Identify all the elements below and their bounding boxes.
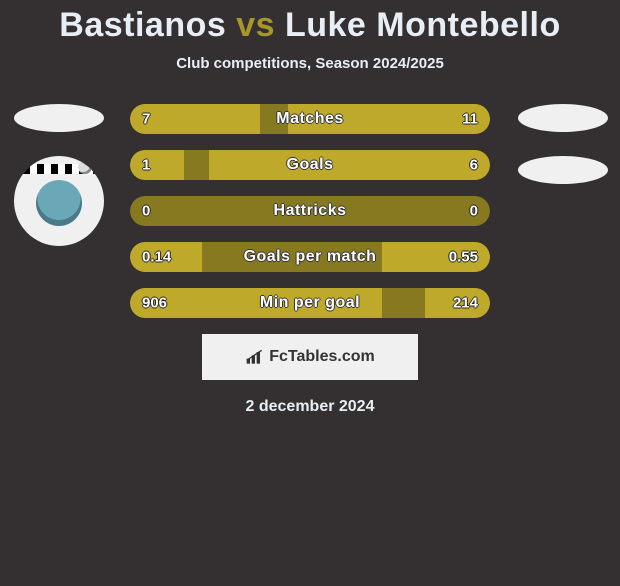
stat-bars: 7 Matches 11 1 Goals 6 0 Hattricks 0 0.1… bbox=[130, 104, 490, 318]
player2-badge bbox=[518, 104, 608, 132]
stat-val-right: 214 bbox=[453, 295, 478, 312]
stat-label: Hattricks bbox=[274, 202, 347, 220]
stat-val-right: 6 bbox=[470, 157, 478, 174]
date-line: 2 december 2024 bbox=[10, 398, 610, 416]
comparison-title: Bastianos vs Luke Montebello bbox=[0, 6, 620, 45]
stat-label: Goals per match bbox=[244, 248, 377, 266]
team1-crest-icon bbox=[16, 158, 102, 244]
subtitle: Club competitions, Season 2024/2025 bbox=[0, 55, 620, 72]
stat-label: Goals bbox=[287, 156, 334, 174]
stat-bar-left bbox=[130, 150, 184, 180]
team2-badge bbox=[518, 156, 608, 184]
stat-row-goals: 1 Goals 6 bbox=[130, 150, 490, 180]
stat-val-left: 1 bbox=[142, 157, 150, 174]
stat-row-min-per-goal: 906 Min per goal 214 bbox=[130, 288, 490, 318]
player2-name: Luke Montebello bbox=[285, 6, 561, 44]
stat-label: Matches bbox=[276, 110, 344, 128]
stat-row-goals-per-match: 0.14 Goals per match 0.55 bbox=[130, 242, 490, 272]
brand-box: FcTables.com bbox=[202, 334, 418, 380]
stat-val-left: 7 bbox=[142, 111, 150, 128]
team1-badge bbox=[14, 156, 104, 246]
chart-area: 7 Matches 11 1 Goals 6 0 Hattricks 0 0.1… bbox=[0, 104, 620, 416]
stat-val-left: 0 bbox=[142, 203, 150, 220]
stat-label: Min per goal bbox=[260, 294, 360, 312]
stat-bar-right bbox=[209, 150, 490, 180]
player1-badge bbox=[14, 104, 104, 132]
stat-val-left: 906 bbox=[142, 295, 167, 312]
stat-row-hattricks: 0 Hattricks 0 bbox=[130, 196, 490, 226]
stat-val-right: 11 bbox=[462, 111, 478, 128]
bars-icon bbox=[245, 348, 265, 366]
stat-row-matches: 7 Matches 11 bbox=[130, 104, 490, 134]
stat-val-right: 0.55 bbox=[449, 249, 478, 266]
stat-val-left: 0.14 bbox=[142, 249, 171, 266]
player1-name: Bastianos bbox=[59, 6, 226, 44]
brand-text: FcTables.com bbox=[269, 348, 375, 366]
stat-val-right: 0 bbox=[470, 203, 478, 220]
vs-text: vs bbox=[226, 6, 285, 44]
